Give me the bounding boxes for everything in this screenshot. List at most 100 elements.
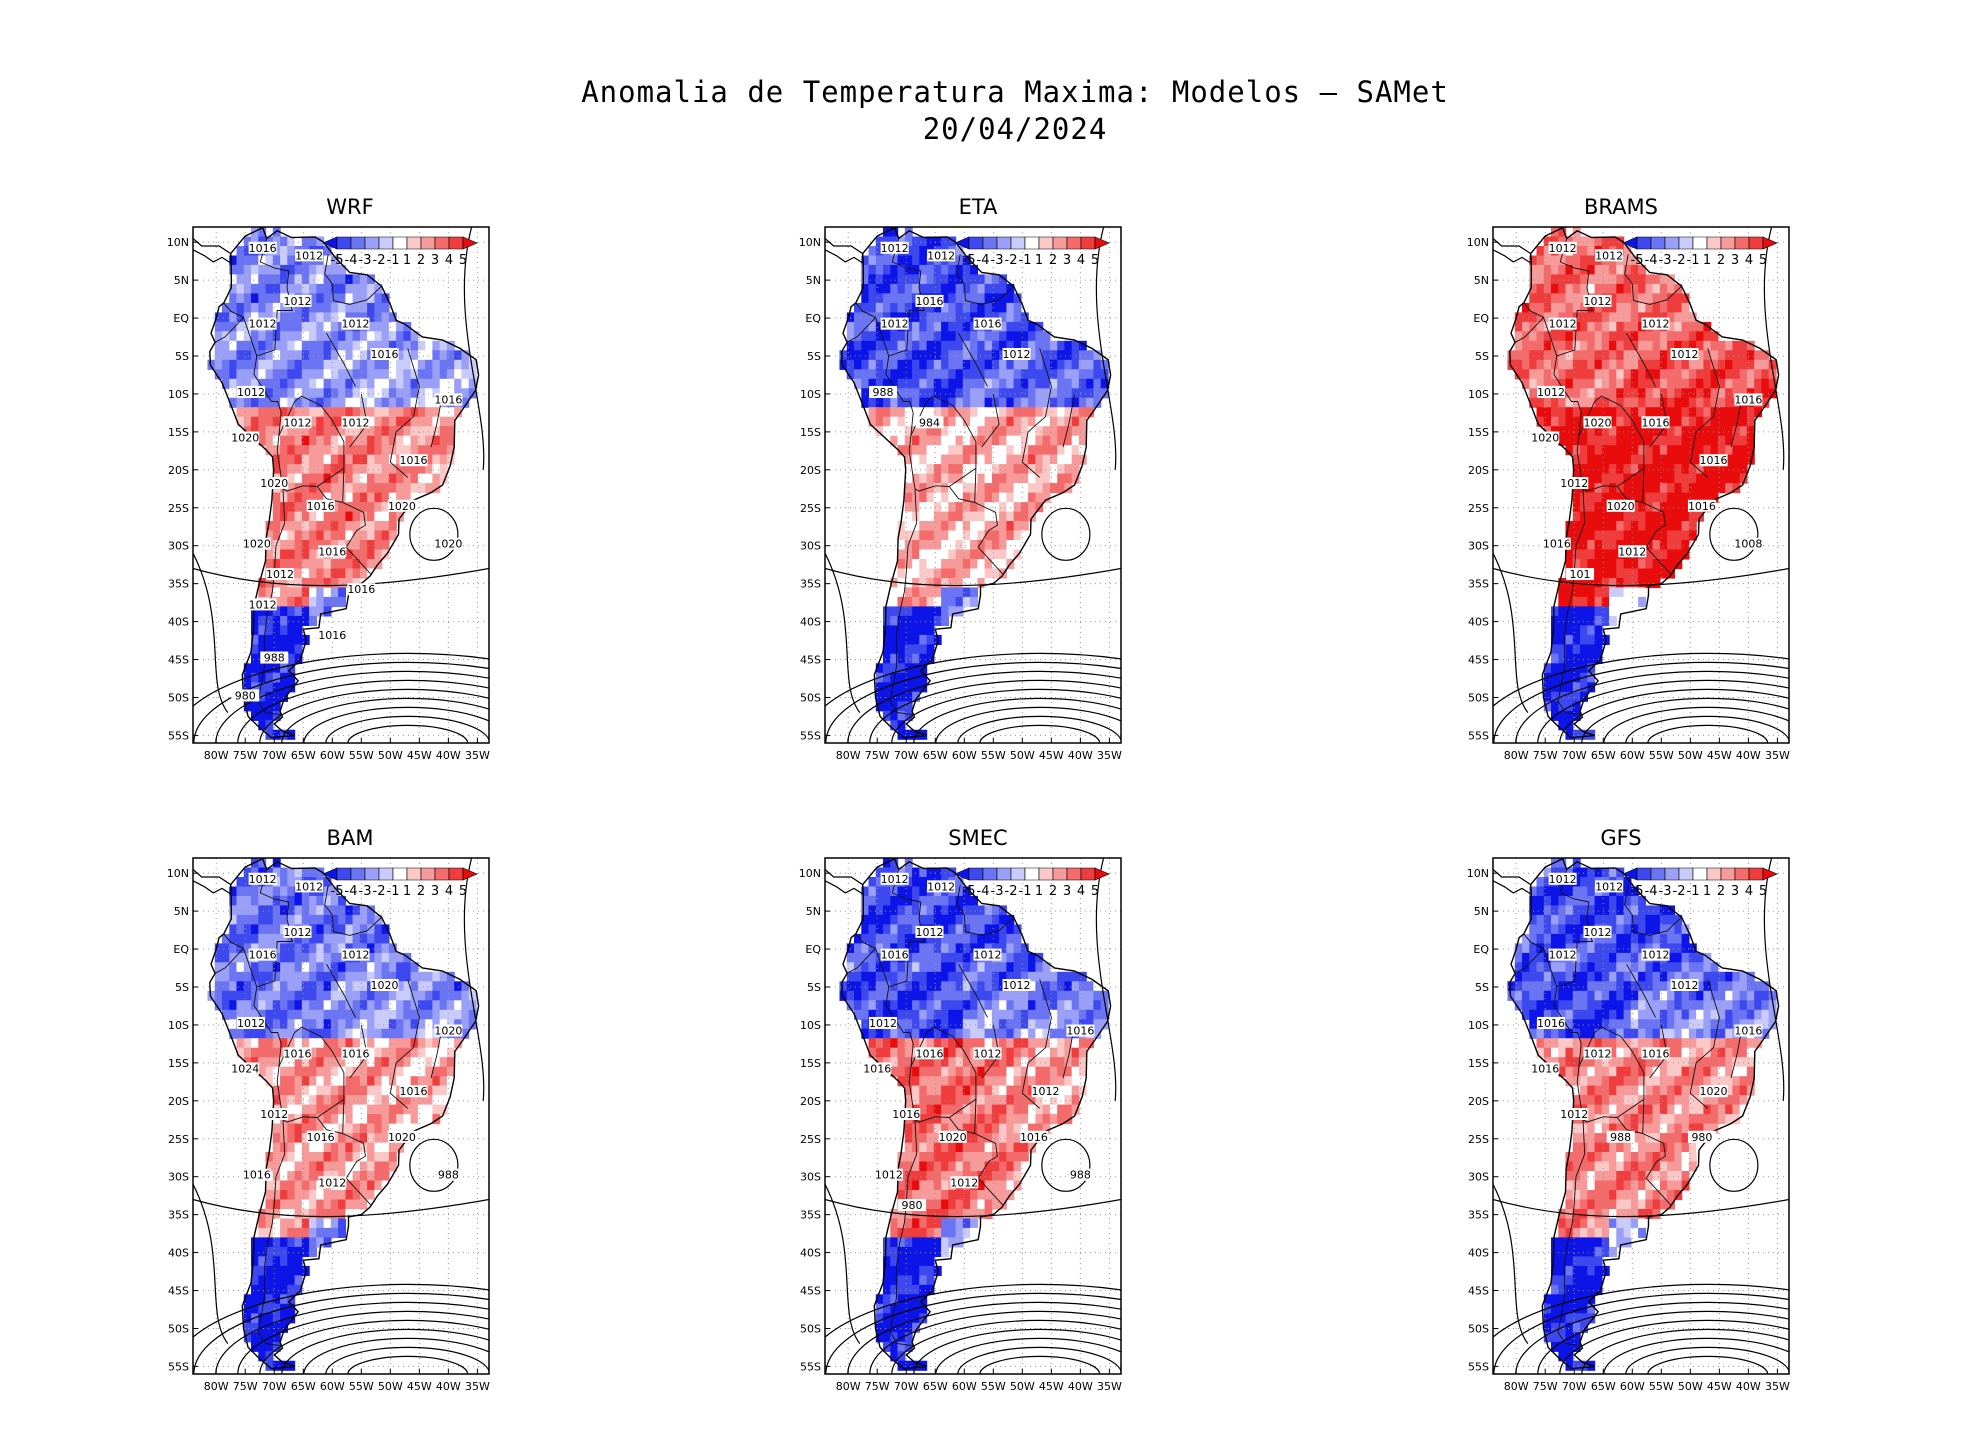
lat-label: 10N	[167, 236, 189, 249]
anomaly-cell	[352, 914, 361, 925]
anomaly-cell	[396, 378, 404, 389]
lon-label: 45W	[407, 1380, 432, 1393]
anomaly-cell	[294, 1057, 303, 1068]
anomaly-cell	[1536, 283, 1545, 294]
anomaly-cell	[309, 416, 317, 427]
border-line	[214, 933, 245, 974]
anomaly-cell	[861, 1019, 870, 1030]
anomaly-cell	[316, 1028, 325, 1039]
anomaly-cell	[367, 1190, 375, 1201]
anomaly-cell	[883, 905, 891, 916]
anomaly-cell	[446, 1038, 455, 1049]
anomaly-cell	[1057, 464, 1066, 475]
isobar	[347, 724, 469, 743]
anomaly-cell	[919, 1066, 928, 1077]
anomaly-cell	[897, 653, 906, 664]
anomaly-cell	[883, 962, 891, 973]
anomaly-cell	[425, 426, 434, 437]
anomaly-cell	[1558, 369, 1567, 380]
anomaly-cell	[1013, 378, 1022, 389]
isobar	[825, 553, 861, 714]
anomaly-cell	[243, 350, 252, 361]
lon-label: 75W	[1533, 749, 1558, 762]
anomaly-cell	[316, 1227, 325, 1238]
anomaly-cell	[1601, 502, 1610, 513]
anomaly-cell	[883, 255, 891, 266]
anomaly-cell	[1594, 236, 1603, 247]
anomaly-cell	[323, 1152, 332, 1163]
anomaly-cell	[229, 1000, 238, 1011]
colorbar-label: -5	[331, 884, 344, 899]
anomaly-cell	[919, 369, 928, 380]
isobar	[1493, 553, 1529, 714]
anomaly-cell	[338, 530, 346, 541]
anomaly-cell	[1652, 426, 1661, 437]
anomaly-cell	[345, 1133, 354, 1144]
anomaly-cell	[265, 905, 274, 916]
anomaly-cell	[367, 464, 375, 475]
anomaly-cell	[1042, 388, 1051, 399]
anomaly-cell	[316, 1076, 325, 1087]
anomaly-cell	[868, 293, 877, 304]
isobar-label: 1012	[1537, 386, 1565, 399]
anomaly-cell	[926, 312, 935, 323]
anomaly-cell	[941, 350, 949, 361]
anomaly-cell	[941, 492, 949, 503]
anomaly-cell	[272, 644, 281, 655]
anomaly-cell	[875, 962, 884, 973]
colorbar-label: -1	[387, 884, 400, 899]
anomaly-cell	[890, 962, 899, 973]
anomaly-cell	[287, 397, 296, 408]
anomaly-cell	[912, 473, 920, 484]
anomaly-cell	[381, 302, 390, 313]
anomaly-cell	[207, 359, 216, 370]
anomaly-cell	[1565, 359, 1574, 370]
anomaly-cell	[1652, 578, 1661, 589]
anomaly-cell	[1522, 340, 1530, 351]
anomaly-cell	[1616, 426, 1625, 437]
anomaly-cell	[926, 634, 935, 645]
anomaly-cell	[330, 274, 339, 285]
anomaly-cell	[1551, 682, 1559, 693]
anomaly-cell	[222, 321, 230, 332]
anomaly-cell	[984, 483, 993, 494]
anomaly-cell	[323, 933, 332, 944]
anomaly-cell	[265, 264, 274, 275]
anomaly-cell	[345, 568, 354, 579]
anomaly-cell	[323, 596, 332, 607]
anomaly-cell	[1543, 246, 1552, 257]
anomaly-cell	[207, 990, 216, 1001]
anomaly-cell	[926, 568, 935, 579]
anomaly-cell	[287, 359, 296, 370]
isobars	[825, 227, 1121, 743]
anomaly-cell	[330, 587, 339, 598]
anomaly-cell	[330, 502, 339, 513]
anomaly-cell	[265, 729, 274, 740]
anomaly-cell	[294, 1114, 303, 1125]
anomaly-cell	[388, 321, 397, 332]
anomaly-cell	[904, 587, 913, 598]
anomaly-cell	[229, 359, 238, 370]
border-line	[1557, 488, 1586, 716]
border-line	[1553, 310, 1593, 489]
anomaly-cell	[251, 1047, 259, 1058]
isobar-label-bg	[370, 979, 399, 991]
anomaly-cell	[294, 1161, 303, 1172]
isobar	[1493, 652, 1789, 707]
anomaly-cell	[287, 1265, 296, 1276]
anomaly-cell	[1659, 435, 1668, 446]
anomaly-cell	[367, 521, 375, 532]
anomaly-cell	[381, 1142, 390, 1153]
anomaly-cell	[301, 397, 310, 408]
anomaly-cell	[875, 369, 884, 380]
anomaly-cell	[919, 1019, 928, 1030]
anomaly-cell	[323, 426, 332, 437]
anomaly-cell	[1572, 426, 1581, 437]
anomaly-cell	[367, 1047, 375, 1058]
anomaly-cell	[432, 981, 441, 992]
anomaly-cell	[904, 530, 913, 541]
isobar	[1603, 706, 1789, 743]
anomaly-cell	[1681, 473, 1690, 484]
anomaly-cell	[345, 1019, 354, 1030]
